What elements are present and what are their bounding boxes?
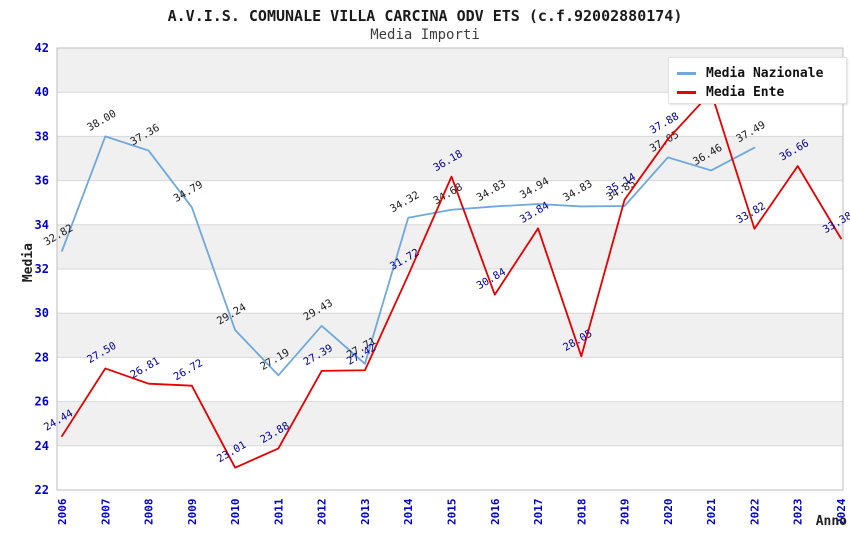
svg-text:2006: 2006	[56, 498, 69, 525]
svg-text:34: 34	[35, 218, 49, 232]
svg-text:2008: 2008	[143, 499, 156, 526]
legend: Media Nazionale Media Ente	[668, 57, 847, 104]
svg-text:2022: 2022	[748, 499, 761, 526]
svg-text:2012: 2012	[316, 499, 329, 526]
legend-item-media-ente: Media Ente	[677, 84, 846, 100]
svg-text:2013: 2013	[359, 499, 372, 526]
svg-text:36: 36	[35, 174, 49, 188]
svg-text:32: 32	[35, 262, 49, 276]
chart-subtitle: Media Importi	[370, 27, 480, 43]
svg-text:22: 22	[35, 483, 49, 497]
legend-item-media-nazionale: Media Nazionale	[677, 65, 846, 81]
svg-text:42: 42	[35, 41, 49, 55]
svg-text:30: 30	[35, 306, 49, 320]
svg-text:2018: 2018	[575, 499, 588, 526]
svg-text:40: 40	[35, 85, 49, 99]
media-nazionale-line-swatch-icon	[677, 71, 696, 75]
legend-label: Media Nazionale	[706, 65, 824, 81]
svg-text:38: 38	[35, 129, 49, 143]
chart-title: A.V.I.S. COMUNALE VILLA CARCINA ODV ETS …	[167, 7, 683, 25]
svg-text:2019: 2019	[619, 499, 632, 526]
svg-text:2020: 2020	[662, 499, 675, 526]
svg-text:2023: 2023	[792, 499, 805, 526]
svg-text:2014: 2014	[402, 498, 415, 525]
svg-text:2011: 2011	[272, 498, 285, 525]
svg-text:2016: 2016	[489, 498, 502, 525]
svg-text:26: 26	[35, 395, 49, 409]
legend-label: Media Ente	[706, 84, 785, 100]
svg-text:2017: 2017	[532, 499, 545, 526]
y-axis-title: Media	[21, 243, 36, 283]
media-ente-line-swatch-icon	[677, 90, 696, 94]
svg-text:2007: 2007	[99, 499, 112, 526]
svg-text:2024: 2024	[835, 498, 848, 525]
svg-text:28: 28	[35, 350, 49, 364]
svg-text:2009: 2009	[186, 499, 199, 526]
svg-text:2010: 2010	[229, 499, 242, 526]
svg-text:2021: 2021	[705, 498, 718, 525]
svg-text:2015: 2015	[446, 499, 459, 526]
svg-text:24: 24	[35, 439, 49, 453]
x-axis-title: Anno	[815, 514, 847, 529]
